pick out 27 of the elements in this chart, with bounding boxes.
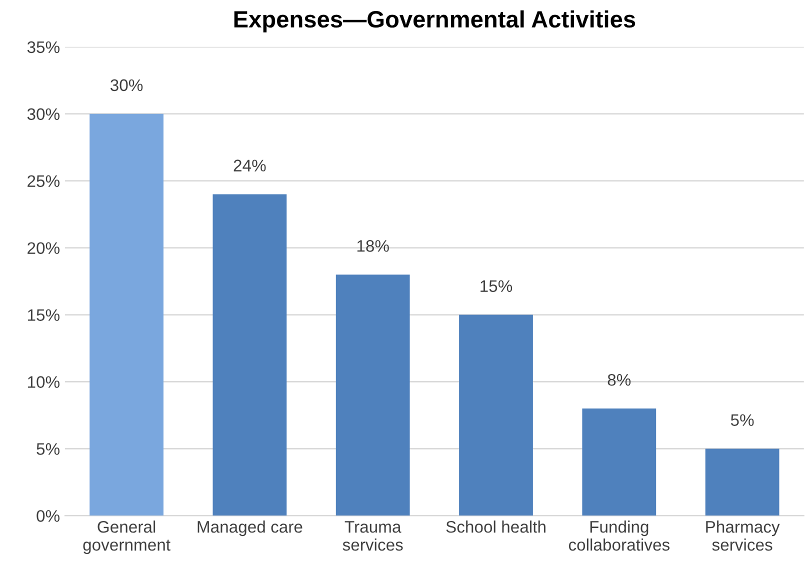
x-tick-label: General government [83,520,170,554]
x-tick-label: School health [446,520,546,533]
x-tick-label: Managed care [198,520,302,536]
y-tick-label: 25% [28,175,60,188]
data-label: 5% [730,414,754,426]
data-label: 8% [608,374,631,386]
x-tick-label: Funding collaboratives [568,520,670,551]
y-tick-label: 0% [36,510,60,522]
data-label: 15% [480,280,512,292]
x-tick-label: Trauma services [342,521,403,551]
data-label: 24% [234,160,266,172]
bar [212,194,287,516]
y-tick-label: 10% [28,376,60,388]
bar [90,114,164,516]
bar [705,448,780,516]
y-tick-label: 30% [27,108,60,120]
bar [459,314,533,516]
y-tick-label: 35% [27,41,60,54]
data-label: 18% [357,240,389,252]
y-tick-label: 5% [36,443,60,455]
bar [582,408,656,516]
y-tick-label: 15% [28,309,60,321]
data-label: 30% [110,79,143,92]
chart-title: Expenses—Governmental Activities [234,10,636,32]
bar [336,274,410,516]
y-tick-label: 20% [28,242,60,254]
x-tick-label: Pharmacy services [706,520,780,551]
